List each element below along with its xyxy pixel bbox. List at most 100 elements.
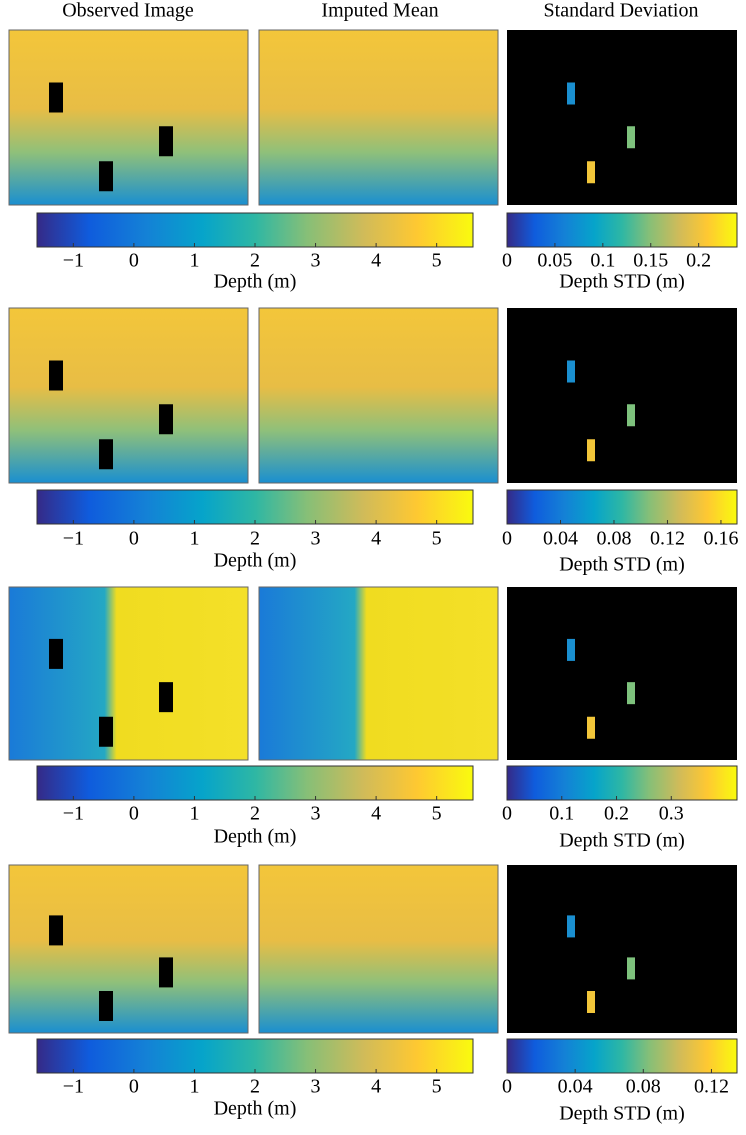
- tick-label: 1: [189, 528, 199, 550]
- missing-region: [159, 404, 173, 435]
- colorbar-label: Depth STD (m): [559, 554, 685, 576]
- tick-label: 1: [189, 803, 199, 825]
- tick-label: 1: [189, 1076, 199, 1098]
- missing-region: [99, 439, 113, 470]
- mean-image: [258, 864, 499, 1034]
- observed-image: [8, 586, 249, 761]
- tick-label: 0: [129, 250, 139, 272]
- tick-label: 0.15: [633, 250, 668, 272]
- tick-label: 4: [371, 1076, 381, 1098]
- tick-label: 0.3: [659, 803, 684, 825]
- tick-label: 1: [189, 250, 199, 272]
- std-region: [627, 404, 635, 427]
- colorbar: [506, 212, 738, 248]
- std-region: [567, 915, 575, 938]
- std-region: [627, 126, 635, 149]
- tick-label: 5: [432, 803, 442, 825]
- tick-label: 3: [311, 250, 321, 272]
- std-region: [587, 439, 595, 462]
- missing-region: [49, 82, 63, 113]
- std-region: [567, 82, 575, 105]
- std-image: [507, 308, 737, 483]
- tick-label: 0: [129, 1076, 139, 1098]
- colorbar: [506, 765, 738, 801]
- tick-label: 0.08: [626, 1076, 661, 1098]
- mean-image: [258, 29, 499, 206]
- tick-label: 0.08: [596, 528, 631, 550]
- tick-label: 0.1: [549, 803, 574, 825]
- tick-label: 0.2: [604, 803, 629, 825]
- colorbar-label: Depth STD (m): [559, 271, 685, 293]
- mean-image: [258, 586, 499, 761]
- std-region: [587, 991, 595, 1013]
- tick-label: −1: [63, 250, 84, 272]
- colorbar-label: Depth (m): [214, 550, 297, 572]
- tick-label: −1: [63, 528, 84, 550]
- tick-label: 0.2: [686, 250, 711, 272]
- tick-label: 3: [311, 803, 321, 825]
- std-image: [507, 865, 737, 1033]
- missing-region: [99, 716, 113, 747]
- tick-label: 0: [502, 1076, 512, 1098]
- tick-label: 5: [432, 1076, 442, 1098]
- tick-label: 0.04: [558, 1076, 593, 1098]
- std-image: [507, 587, 737, 760]
- tick-label: 0.04: [543, 528, 578, 550]
- missing-region: [49, 638, 63, 669]
- tick-label: 0: [502, 803, 512, 825]
- std-region: [627, 682, 635, 705]
- colorbar-label: Depth (m): [214, 271, 297, 293]
- missing-region: [159, 126, 173, 157]
- tick-label: 3: [311, 528, 321, 550]
- tick-label: −1: [63, 803, 84, 825]
- tick-label: 2: [250, 803, 260, 825]
- tick-label: 5: [432, 250, 442, 272]
- std-region: [567, 638, 575, 661]
- tick-label: 0.05: [537, 250, 572, 272]
- missing-region: [99, 991, 113, 1021]
- std-region: [567, 360, 575, 383]
- colorbar: [36, 1038, 474, 1074]
- tick-label: 0: [502, 250, 512, 272]
- tick-label: 0.16: [703, 528, 738, 550]
- missing-region: [159, 957, 173, 988]
- tick-label: 5: [432, 528, 442, 550]
- tick-label: 2: [250, 528, 260, 550]
- tick-label: 4: [371, 803, 381, 825]
- tick-label: 0.12: [694, 1076, 729, 1098]
- observed-image: [8, 307, 249, 484]
- colorbar: [36, 765, 474, 801]
- missing-region: [49, 360, 63, 391]
- tick-label: 2: [250, 250, 260, 272]
- tick-label: 3: [311, 1076, 321, 1098]
- tick-label: 4: [371, 250, 381, 272]
- colorbar-label: Depth STD (m): [559, 830, 685, 852]
- column-title: Imputed Mean: [321, 0, 438, 22]
- missing-region: [159, 682, 173, 713]
- missing-region: [99, 161, 113, 192]
- std-image: [507, 30, 737, 205]
- tick-label: 0: [129, 803, 139, 825]
- observed-image: [8, 864, 249, 1034]
- colorbar: [506, 489, 738, 525]
- colorbar: [36, 212, 474, 248]
- std-region: [587, 716, 595, 739]
- observed-image: [8, 29, 249, 206]
- colorbar-label: Depth (m): [214, 826, 297, 848]
- colorbar: [36, 489, 474, 525]
- colorbar: [506, 1038, 738, 1074]
- mean-image: [258, 307, 499, 484]
- column-title: Standard Deviation: [544, 0, 699, 22]
- tick-label: 0.1: [590, 250, 615, 272]
- colorbar-label: Depth (m): [214, 1098, 297, 1120]
- tick-label: 4: [371, 528, 381, 550]
- missing-region: [49, 915, 63, 946]
- tick-label: −1: [63, 1076, 84, 1098]
- tick-label: 0: [129, 528, 139, 550]
- std-region: [627, 957, 635, 980]
- tick-label: 2: [250, 1076, 260, 1098]
- std-region: [587, 161, 595, 184]
- colorbar-label: Depth STD (m): [559, 1103, 685, 1125]
- tick-label: 0: [502, 528, 512, 550]
